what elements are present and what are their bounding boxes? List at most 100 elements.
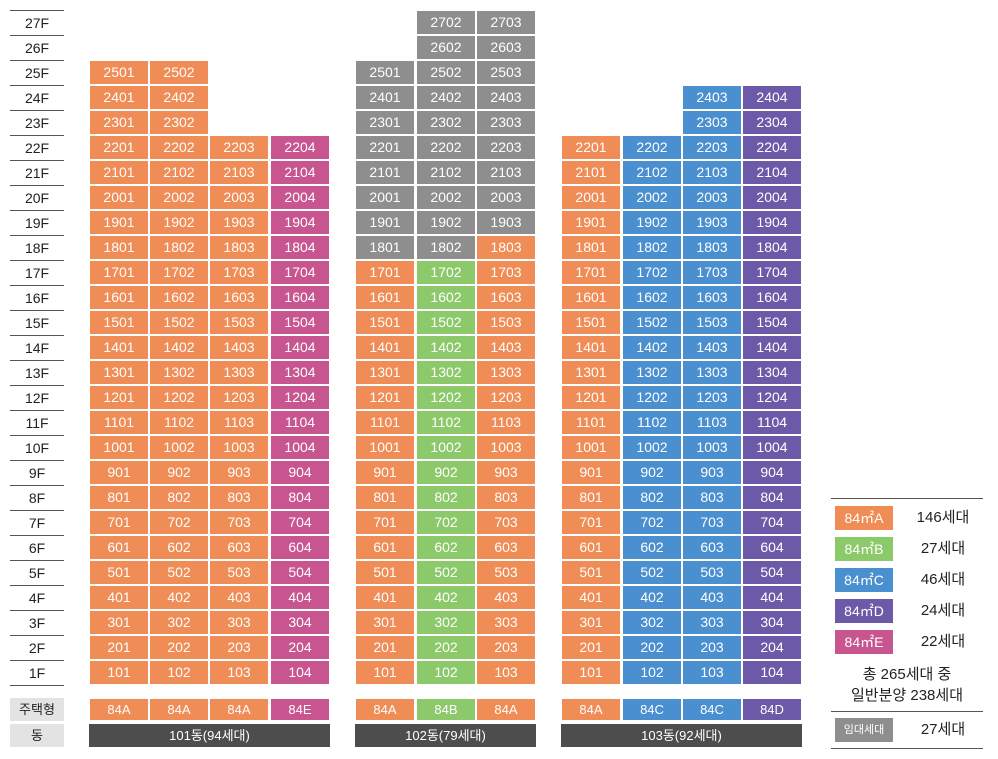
legend-count: 22세대 — [920, 633, 966, 650]
unit-cell: 601 — [355, 535, 415, 560]
unit-cell: 1002 — [416, 435, 476, 460]
floor-label: 6F — [10, 535, 64, 560]
unit-cell: 1504 — [270, 310, 330, 335]
legend: 84㎡A 146세대 84㎡B 27세대 84㎡C 46세대 84㎡D 24세대 84㎡E 22세… — [831, 498, 983, 749]
unit-cell: 703 — [476, 510, 536, 535]
unit-cell: 902 — [149, 460, 209, 485]
unit-cell: 1302 — [416, 360, 476, 385]
unit-cell: 1602 — [416, 285, 476, 310]
unit-cell: 404 — [742, 585, 802, 610]
unit-cell: 501 — [89, 560, 149, 585]
unit-cell: 602 — [622, 535, 682, 560]
unit-cell: 1103 — [476, 410, 536, 435]
unit-cell: 1001 — [89, 435, 149, 460]
unit-cell: 1901 — [561, 210, 621, 235]
unit-cell: 2002 — [622, 185, 682, 210]
unit-cell: 2001 — [89, 185, 149, 210]
unit-cell: 703 — [682, 510, 742, 535]
legend-count-rental: 27세대 — [920, 721, 966, 738]
unit-cell: 1603 — [476, 285, 536, 310]
unit-cell: 1804 — [742, 235, 802, 260]
unit-cell: 1602 — [622, 285, 682, 310]
unit-cell: 401 — [561, 585, 621, 610]
unit-cell: 702 — [149, 510, 209, 535]
unit-cell: 1004 — [742, 435, 802, 460]
floor-label: 3F — [10, 610, 64, 635]
unit-cell: 2001 — [561, 185, 621, 210]
unit-cell: 1702 — [149, 260, 209, 285]
unit-cell: 1502 — [622, 310, 682, 335]
row-label-building: 동 — [10, 724, 64, 747]
unit-cell: 2401 — [89, 85, 149, 110]
unit-cell: 1404 — [270, 335, 330, 360]
unit-cell: 2203 — [209, 135, 269, 160]
unit-cell: 1304 — [270, 360, 330, 385]
unit-cell: 802 — [149, 485, 209, 510]
legend-row: 84㎡C 46세대 — [831, 565, 983, 595]
unit-cell: 1401 — [561, 335, 621, 360]
unit-cell: 101 — [355, 660, 415, 685]
unit-type-cell: 84A — [476, 698, 536, 721]
unit-type-cell: 84A — [561, 698, 621, 721]
unit-cell: 903 — [209, 460, 269, 485]
unit-type-cell: 84C — [682, 698, 742, 721]
unit-cell: 2503 — [476, 60, 536, 85]
unit-cell: 1203 — [209, 385, 269, 410]
unit-cell: 1001 — [561, 435, 621, 460]
floor-label: 18F — [10, 235, 64, 260]
unit-cell: 502 — [149, 560, 209, 585]
unit-cell: 1802 — [416, 235, 476, 260]
unit-cell: 1104 — [270, 410, 330, 435]
unit-cell: 2101 — [355, 160, 415, 185]
unit-cell: 404 — [270, 585, 330, 610]
unit-cell: 1201 — [561, 385, 621, 410]
unit-type-cell: 84A — [89, 698, 149, 721]
unit-cell: 903 — [476, 460, 536, 485]
unit-cell: 701 — [561, 510, 621, 535]
unit-cell: 1003 — [209, 435, 269, 460]
unit-cell: 2004 — [742, 185, 802, 210]
floor-label: 4F — [10, 585, 64, 610]
legend-swatch: 84㎡D — [835, 599, 893, 623]
unit-cell: 104 — [742, 660, 802, 685]
unit-cell: 202 — [149, 635, 209, 660]
unit-cell: 1601 — [561, 285, 621, 310]
unit-cell: 1801 — [561, 235, 621, 260]
unit-cell: 1104 — [742, 410, 802, 435]
unit-cell: 2102 — [149, 160, 209, 185]
unit-cell: 802 — [622, 485, 682, 510]
legend-mid-rule — [831, 711, 983, 712]
unit-cell: 2003 — [682, 185, 742, 210]
legend-swatch: 84㎡A — [835, 506, 893, 530]
unit-cell: 1202 — [416, 385, 476, 410]
unit-cell: 601 — [561, 535, 621, 560]
unit-cell: 2702 — [416, 10, 476, 35]
unit-cell: 1503 — [209, 310, 269, 335]
unit-cell: 901 — [561, 460, 621, 485]
legend-row: 84㎡E 22세대 — [831, 627, 983, 657]
unit-cell: 1303 — [209, 360, 269, 385]
unit-cell: 301 — [355, 610, 415, 635]
unit-cell: 503 — [682, 560, 742, 585]
unit-cell: 201 — [89, 635, 149, 660]
unit-cell: 401 — [355, 585, 415, 610]
unit-cell: 801 — [89, 485, 149, 510]
unit-cell: 401 — [89, 585, 149, 610]
unit-cell: 301 — [561, 610, 621, 635]
unit-cell: 1703 — [682, 260, 742, 285]
unit-cell: 1901 — [355, 210, 415, 235]
unit-cell: 2101 — [561, 160, 621, 185]
unit-cell: 2403 — [682, 85, 742, 110]
unit-cell: 801 — [561, 485, 621, 510]
unit-cell: 304 — [742, 610, 802, 635]
unit-cell: 501 — [355, 560, 415, 585]
legend-count: 27세대 — [920, 540, 966, 557]
floor-label: 26F — [10, 35, 64, 60]
unit-cell: 2603 — [476, 35, 536, 60]
unit-cell: 303 — [682, 610, 742, 635]
legend-swatch-rental: 임대세대 — [835, 718, 893, 742]
legend-row-rental: 임대세대 27세대 — [831, 715, 983, 745]
floor-label: 14F — [10, 335, 64, 360]
unit-cell: 1403 — [682, 335, 742, 360]
unit-cell: 901 — [355, 460, 415, 485]
